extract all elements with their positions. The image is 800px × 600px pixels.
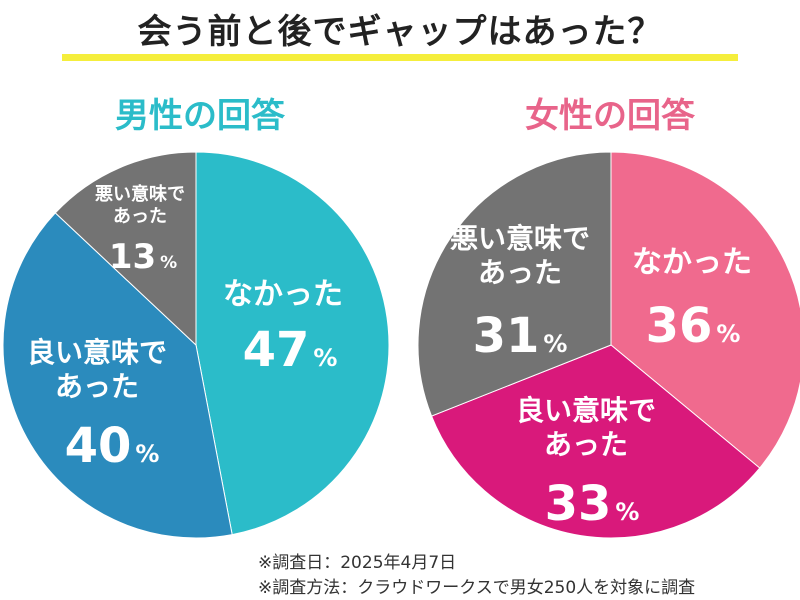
male-slice-1 bbox=[195, 151, 390, 536]
male-slice-3-label: あった bbox=[113, 206, 167, 227]
female-slice-1-value: 36% bbox=[646, 298, 741, 354]
female-slice-2 bbox=[430, 344, 761, 539]
male-slice-1-value: 47% bbox=[243, 322, 338, 378]
male-slice-3-label: 悪い意味で bbox=[95, 183, 185, 205]
male-slice-2-label: あった bbox=[55, 370, 139, 403]
male-slice-2-label: 良い意味で bbox=[27, 336, 167, 369]
female-slice-2-label: あった bbox=[544, 428, 628, 461]
male-chart-title: 男性の回答 bbox=[115, 96, 285, 136]
survey-date-note: ※調査日：2025年4月7日 bbox=[258, 553, 457, 573]
male-slice-3 bbox=[54, 151, 197, 347]
female-slice-1-label: なかった bbox=[632, 245, 752, 280]
female-slice-3 bbox=[417, 151, 612, 417]
male-slice-1-label: なかった bbox=[223, 277, 343, 312]
female-slice-1 bbox=[610, 151, 800, 469]
female-slice-2-value: 33% bbox=[545, 476, 640, 532]
male-slice-3-value: 13% bbox=[109, 237, 177, 277]
female-slice-3-label: あった bbox=[478, 256, 562, 289]
male-slice-2-value: 40% bbox=[65, 418, 160, 474]
male-slice-2 bbox=[2, 212, 233, 539]
survey-method-note: ※調査方法：クラウドワークスで男女250人を対象に調査 bbox=[258, 578, 696, 598]
female-slice-3-value: 31% bbox=[473, 308, 568, 364]
page-title: 会う前と後でギャップはあった？ bbox=[137, 12, 663, 52]
female-chart-title: 女性の回答 bbox=[525, 96, 695, 136]
title-underline bbox=[62, 54, 738, 61]
female-slice-2-label: 良い意味で bbox=[516, 394, 656, 427]
female-slice-3-label: 悪い意味で bbox=[450, 222, 590, 255]
